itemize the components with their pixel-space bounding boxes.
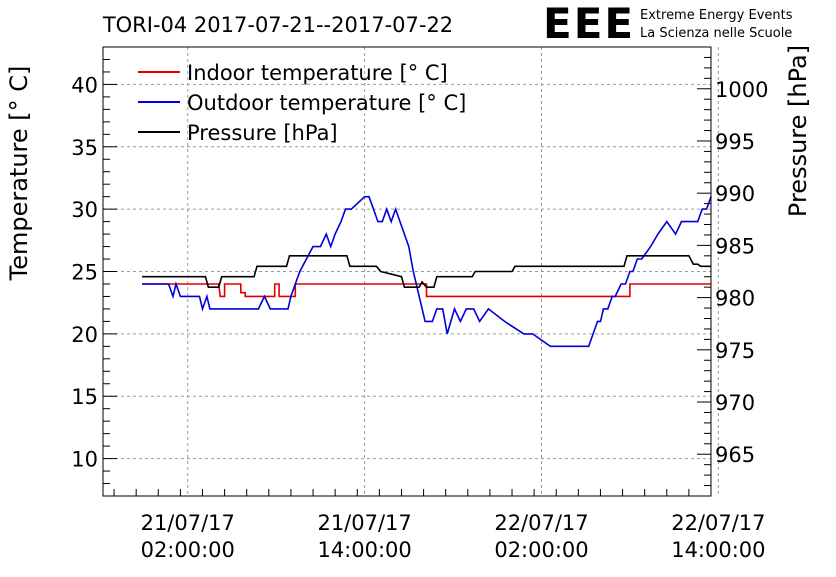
y2-tick-label: 995 [715, 130, 755, 154]
org-name-line1: Extreme Energy Events [640, 8, 793, 23]
y2-tick-label: 975 [715, 339, 755, 363]
series-layer [142, 195, 712, 348]
y-tick-label: 15 [71, 385, 98, 409]
pressure-line [142, 255, 711, 288]
y-tick-label: 35 [71, 136, 98, 160]
y2-axis-title: Pressure [hPa] [784, 45, 812, 217]
x-tick-date-label: 21/07/17 [317, 511, 411, 535]
y-tick-label: 10 [71, 448, 98, 472]
axis-layer: 21/07/17 02:00:00 21/07/17 14:00:00 22/07/17… [71, 46, 768, 562]
org-name-line2: La Scienza nelle Scuole [640, 26, 792, 41]
indoor-temperature-line [142, 283, 711, 298]
legend-indoor-label: Indoor temperature [° C] [187, 61, 448, 85]
legend-outdoor-label: Outdoor temperature [° C] [187, 91, 466, 115]
y-axis-title: Temperature [° C] [5, 66, 33, 282]
y2-tick-label: 990 [715, 182, 755, 206]
x-tick-time-label: 14:00:00 [317, 538, 411, 562]
y-tick-label: 25 [71, 261, 98, 285]
x-tick-date-label: 22/07/17 [671, 511, 765, 535]
outdoor-temperature-line [142, 195, 712, 348]
y-tick-label: 30 [71, 198, 98, 222]
y2-tick-label: 1000 [715, 78, 768, 102]
x-tick-time-label: 14:00:00 [671, 538, 765, 562]
legend-pressure-label: Pressure [hPa] [187, 121, 338, 145]
y-tick-label: 40 [71, 73, 98, 97]
chart-title: TORI-04 2017-07-21--2017-07-22 [102, 13, 453, 37]
y-tick-label: 20 [71, 323, 98, 347]
x-tick-date-label: 22/07/17 [494, 511, 588, 535]
legend: Indoor temperature [° C] Outdoor tempera… [138, 61, 466, 145]
y2-tick-label: 965 [715, 443, 755, 467]
y2-tick-label: 970 [715, 391, 755, 415]
eee-logo: EEE [543, 0, 635, 48]
grid-layer [103, 47, 719, 496]
y2-tick-label: 985 [715, 234, 755, 258]
x-tick-time-label: 02:00:00 [494, 538, 588, 562]
y2-tick-label: 980 [715, 287, 755, 311]
x-tick-date-label: 21/07/17 [141, 511, 235, 535]
x-tick-time-label: 02:00:00 [141, 538, 235, 562]
